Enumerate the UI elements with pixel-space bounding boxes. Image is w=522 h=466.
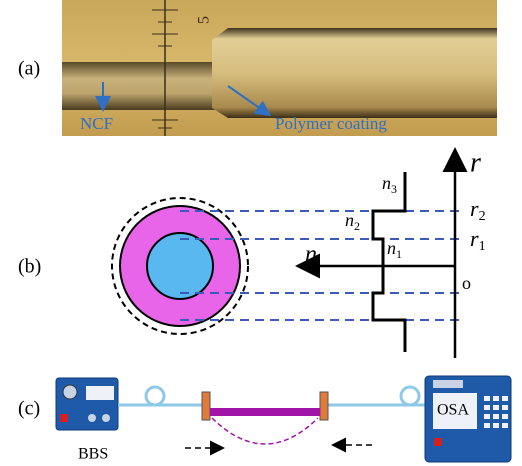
light-path: [212, 418, 318, 444]
axis-label: n: [305, 242, 317, 268]
panel-label: (a): [18, 58, 40, 80]
index-label: n3: [382, 173, 397, 196]
annotation: NCF: [80, 114, 113, 133]
figure: (a) 5 NCF Polymer coating (b) r n o r2 r…: [0, 0, 522, 466]
index-label: n2: [345, 210, 360, 233]
scale-mark: 5: [196, 16, 213, 24]
axis-label: r: [470, 147, 481, 178]
radius-label: r2: [470, 196, 486, 224]
fiber: [118, 387, 425, 405]
annotation: Polymer coating: [275, 114, 387, 133]
panel-label: (b): [18, 256, 41, 278]
micrograph: 5 NCF Polymer coating: [62, 0, 497, 136]
origin-label: o: [462, 273, 471, 293]
radius-label: r1: [470, 226, 486, 254]
index-label: n1: [387, 238, 402, 261]
panel-label: (c): [18, 398, 40, 420]
osa-device: [425, 376, 511, 462]
fiber-end: [320, 392, 328, 420]
sensor-section: [210, 408, 320, 416]
device-label: OSA: [437, 402, 469, 419]
device-label: BBS: [78, 446, 108, 463]
bbs-device: [56, 378, 118, 430]
fiber-end: [202, 392, 210, 420]
core: [147, 233, 213, 299]
index-profile: [373, 172, 405, 352]
